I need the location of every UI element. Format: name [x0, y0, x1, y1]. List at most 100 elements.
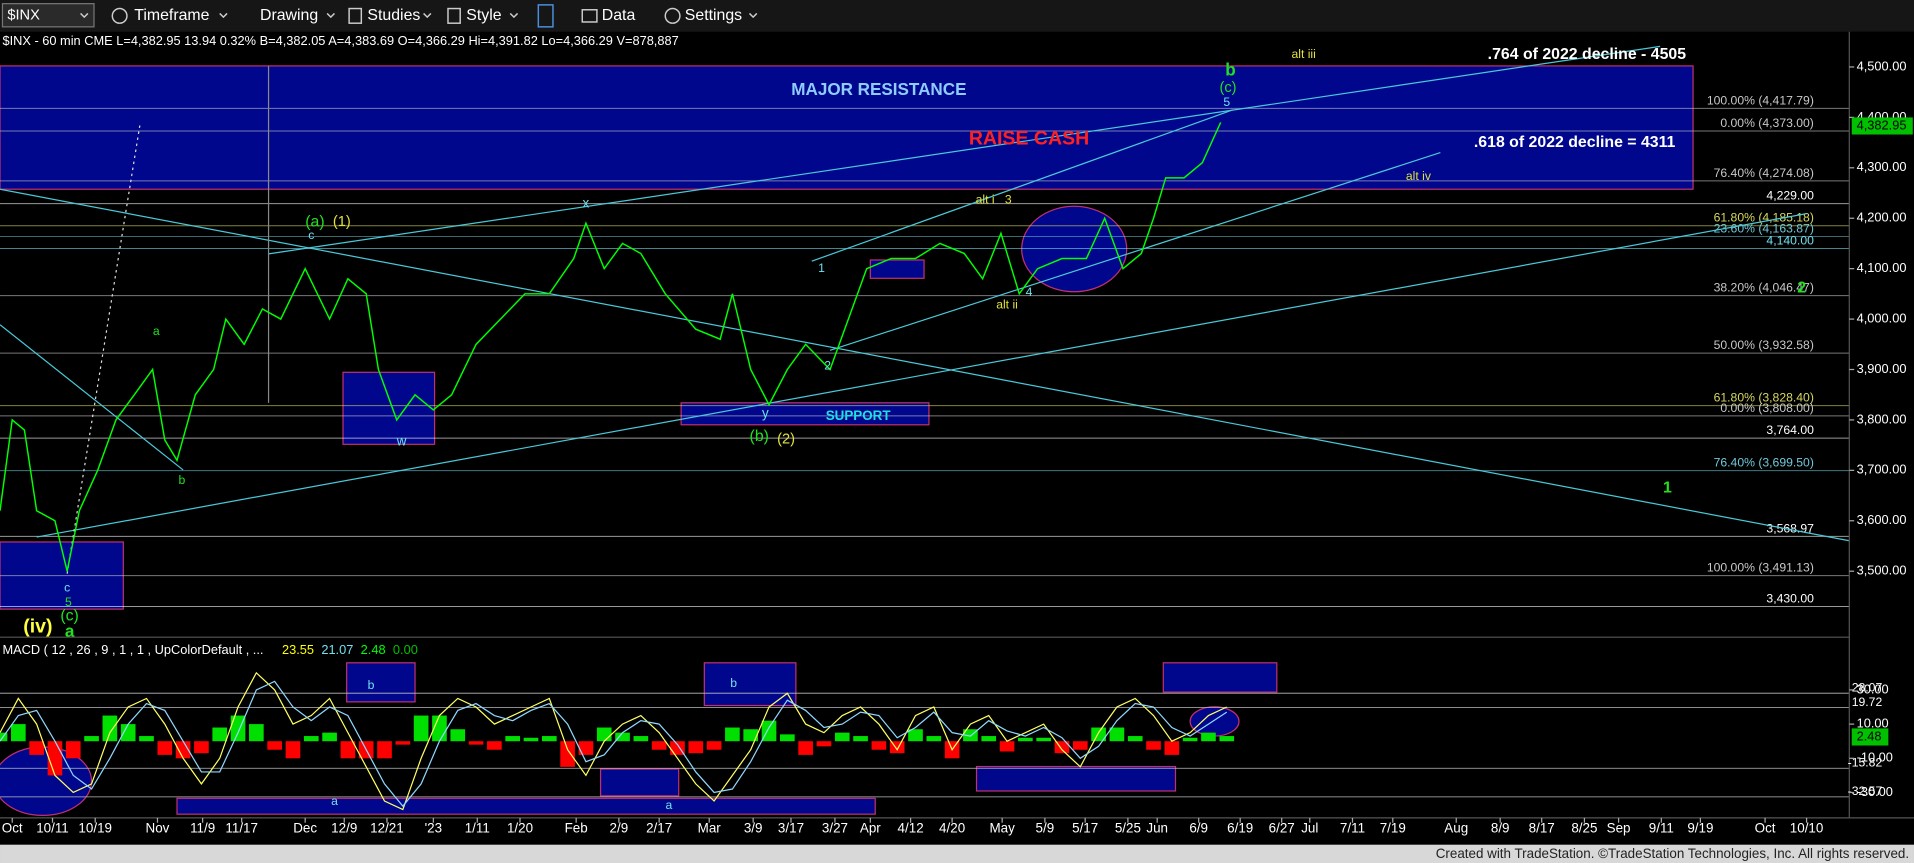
wave-label: w — [396, 433, 407, 448]
toolbar-item[interactable]: Style — [466, 7, 501, 24]
level-label: -15.82 — [1848, 756, 1883, 770]
level-label: 100.00% (4,417.79) — [1707, 93, 1814, 107]
y-tick-label: 4,200.00 — [1857, 210, 1907, 225]
toolbar — [0, 0, 1914, 32]
x-tick-label: Sep — [1607, 820, 1631, 835]
wave-label: 4 — [1026, 285, 1033, 299]
last-price-label: 4,382.95 — [1857, 117, 1907, 132]
zone — [176, 797, 876, 815]
histogram-bar — [1091, 727, 1106, 742]
x-tick-label: 9/19 — [1687, 820, 1713, 835]
wave-label: (b) — [750, 428, 769, 445]
histogram-bar — [267, 741, 282, 750]
toolbar-item[interactable]: Data — [602, 7, 636, 24]
x-tick-label: Apr — [860, 820, 881, 835]
toolbar-icons — [80, 4, 758, 28]
wave-label: 2 — [1797, 279, 1806, 296]
x-tick-label: 6/27 — [1269, 820, 1295, 835]
histogram-bar — [1109, 727, 1125, 742]
x-tick-label: 9/11 — [1649, 820, 1674, 835]
histogram-bar — [1072, 741, 1088, 750]
zone — [346, 662, 416, 703]
histogram-bar — [1146, 741, 1161, 750]
x-tick-label: 3/27 — [822, 820, 848, 835]
wave-label: c — [64, 581, 70, 595]
y-tick-label: 4,300.00 — [1857, 159, 1907, 174]
axes: 3,500.00 3,600.00 3,700.00 3,800.00 3,900.00… — [2, 58, 1913, 835]
x-tick-label: 10/19 — [78, 820, 112, 835]
histogram-bar — [999, 741, 1015, 752]
histogram-bar — [541, 736, 557, 742]
price-axis — [1849, 31, 1914, 818]
toolbar-item[interactable]: Timeframe — [134, 7, 209, 24]
x-tick-label: Oct — [2, 820, 23, 835]
x-tick-label: Aug — [1444, 820, 1468, 835]
trend-line — [811, 109, 1234, 262]
wave-label: alt iii — [1291, 47, 1315, 61]
y-tick-label: 4,000.00 — [1857, 310, 1907, 325]
wave-label: 1 — [818, 261, 825, 275]
y-tick-label: 3,900.00 — [1857, 361, 1907, 376]
histogram-bar — [1219, 736, 1235, 742]
histogram-bar — [322, 732, 337, 742]
histogram-bar — [303, 736, 319, 742]
level-label: 38.20% (4,046.47) — [1714, 281, 1814, 295]
price-plot — [0, 122, 1222, 572]
last-value-label: 2.48 — [1857, 728, 1882, 743]
histogram-bar — [743, 729, 759, 742]
wave-label: y — [762, 405, 769, 420]
histogram-bar — [230, 715, 246, 742]
wave-label: (1) — [333, 214, 351, 230]
trend-line — [829, 152, 1441, 351]
toolbar-item[interactable]: Studies — [367, 7, 420, 24]
y-tick-label: 3,500.00 — [1857, 563, 1907, 578]
wave-label: a — [153, 324, 160, 338]
symbol-box[interactable] — [1, 3, 95, 28]
histogram-bar — [706, 741, 722, 750]
histogram-bar — [450, 729, 466, 742]
x-tick-label: May — [990, 820, 1016, 835]
wave-label: 5 — [1223, 95, 1230, 109]
x-tick-label: Dec — [293, 820, 317, 835]
x-tick-label: 1/11 — [465, 820, 490, 835]
macd-plot: b b a a — [0, 671, 1850, 812]
wave-label: alt ii — [996, 297, 1018, 311]
wave-label: b — [1225, 60, 1235, 79]
x-tick-label: 7/19 — [1380, 820, 1406, 835]
footer: Created with TradeStation. ©TradeStation… — [1436, 846, 1909, 861]
zone — [599, 768, 680, 797]
wave-label: x — [583, 195, 590, 210]
wave-label: 2 — [824, 358, 831, 372]
resistance-zone — [0, 65, 1694, 190]
level-label: 100.00% (3,491.13) — [1707, 561, 1814, 575]
histogram-bar — [249, 724, 264, 742]
wave-label: .618 of 2022 decline = 4311 — [1474, 134, 1676, 151]
histogram-bar — [1018, 737, 1033, 742]
wave-label: MAJOR RESISTANCE — [791, 80, 966, 99]
histogram-bar — [651, 741, 667, 750]
x-tick-label: 7/11 — [1340, 820, 1365, 835]
y-tick-label: 10.00 — [1857, 716, 1889, 731]
x-tick-label: Mar — [698, 820, 722, 835]
histogram-bar — [65, 741, 81, 759]
histogram-bar — [871, 741, 887, 750]
histogram-bar — [908, 729, 923, 742]
x-tick-label: 4/20 — [939, 820, 965, 835]
macd-line — [0, 680, 1228, 808]
toolbar-item[interactable]: Settings — [685, 7, 742, 24]
histogram-bar — [157, 741, 173, 755]
wave-label: 5 — [65, 595, 72, 609]
x-tick-label: Jul — [1301, 820, 1318, 835]
histogram-bar — [615, 732, 630, 742]
x-tick-label: Nov — [146, 820, 170, 835]
x-tick-label: Jun — [1146, 820, 1168, 835]
histogram-bar — [761, 720, 777, 742]
macd-zones — [0, 662, 1278, 816]
x-tick-label: 10/11 — [36, 820, 69, 835]
histogram-bar — [963, 729, 978, 742]
zone-ellipse — [1021, 205, 1128, 293]
macd-title: MACD ( 12 , 26 , 9 , 1 , 1 , UpColorDefa… — [2, 642, 263, 657]
histogram-bar — [798, 741, 813, 755]
toolbar-item[interactable]: Drawing — [260, 7, 318, 24]
